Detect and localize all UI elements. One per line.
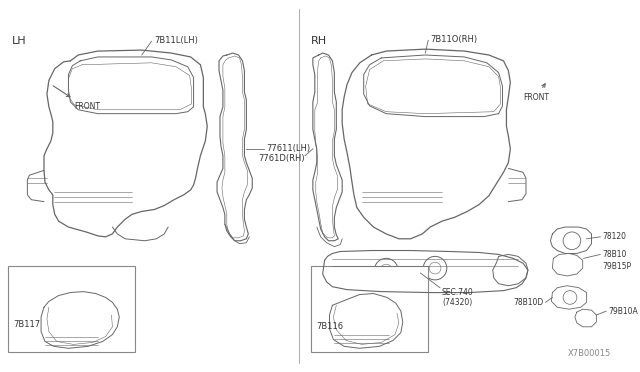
Text: 78B10: 78B10 — [602, 250, 627, 259]
Bar — [8, 266, 135, 352]
Text: 7B11O(RH): 7B11O(RH) — [430, 35, 477, 44]
Text: 7B11L(LH): 7B11L(LH) — [154, 36, 198, 45]
Bar — [311, 266, 428, 352]
Text: SEC.740
(74320): SEC.740 (74320) — [442, 288, 474, 307]
Text: 78120: 78120 — [602, 232, 627, 241]
Text: 79B10A: 79B10A — [608, 307, 638, 316]
Text: RH: RH — [311, 36, 327, 46]
Text: X7B00015: X7B00015 — [568, 349, 611, 358]
Text: 7761D(RH): 7761D(RH) — [259, 154, 305, 163]
Text: 78B10D: 78B10D — [513, 298, 543, 307]
Text: FRONT: FRONT — [523, 84, 549, 102]
Text: 79B15P: 79B15P — [602, 262, 632, 271]
Text: 77611(LH): 77611(LH) — [266, 144, 310, 153]
Text: LH: LH — [12, 36, 26, 46]
Text: 7B117: 7B117 — [13, 320, 41, 329]
Text: 7B116: 7B116 — [317, 322, 344, 331]
Text: FRONT: FRONT — [74, 102, 100, 111]
